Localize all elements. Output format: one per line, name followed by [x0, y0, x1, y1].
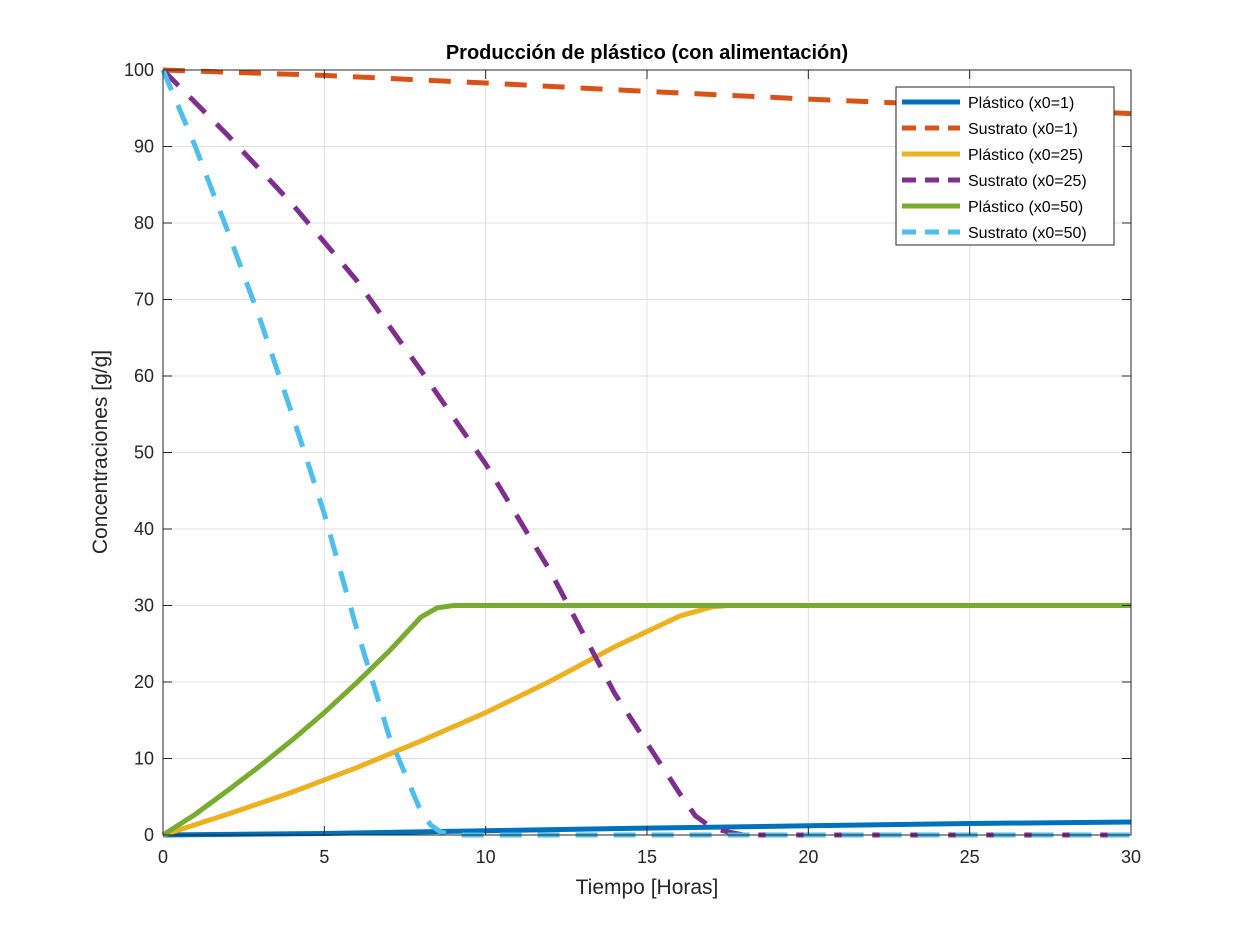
y-tick-label: 30: [134, 596, 154, 616]
x-axis-label: Tiempo [Horas]: [576, 876, 719, 899]
x-tick-label: 10: [476, 847, 496, 867]
legend-entry: Sustrato (x0=1): [968, 121, 1078, 138]
legend-entry: Plástico (x0=1): [968, 95, 1074, 112]
y-tick-labels: 0 10 20 30 40 50 60 70 80 90 100: [124, 60, 154, 845]
x-tick-label: 0: [158, 847, 168, 867]
legend-entry: Sustrato (x0=50): [968, 225, 1087, 242]
y-axis-label: Concentraciones [g/g]: [89, 350, 112, 554]
x-tick-label: 15: [637, 847, 657, 867]
legend-entry: Plástico (x0=50): [968, 199, 1083, 216]
x-tick-label: 20: [798, 847, 818, 867]
x-tick-label: 25: [960, 847, 980, 867]
y-tick-label: 10: [134, 749, 154, 769]
axis-ticks: [162, 69, 1132, 836]
x-tick-label: 30: [1121, 847, 1141, 867]
legend-entry: Sustrato (x0=25): [968, 173, 1087, 190]
legend-entry: Plástico (x0=25): [968, 147, 1083, 164]
legend: Plástico (x0=1) Sustrato (x0=1) Plástico (…: [895, 86, 1115, 246]
series-line-4: [161, 68, 1131, 838]
series-line-5: [161, 603, 1131, 838]
y-tick-label: 90: [134, 137, 154, 157]
x-tick-label: 5: [319, 847, 329, 867]
y-tick-label: 0: [144, 825, 154, 845]
y-tick-label: 20: [134, 672, 154, 692]
y-tick-label: 40: [134, 519, 154, 539]
y-tick-label: 80: [134, 213, 154, 233]
chart-title: Producción de plástico (con alimentación…: [446, 42, 848, 64]
y-tick-label: 60: [134, 366, 154, 386]
x-tick-labels: 0 5 10 15 20 25 30: [158, 847, 1141, 867]
y-tick-label: 70: [134, 290, 154, 310]
y-tick-label: 100: [124, 60, 154, 80]
y-tick-label: 50: [134, 443, 154, 463]
legend-box: [895, 86, 1115, 246]
